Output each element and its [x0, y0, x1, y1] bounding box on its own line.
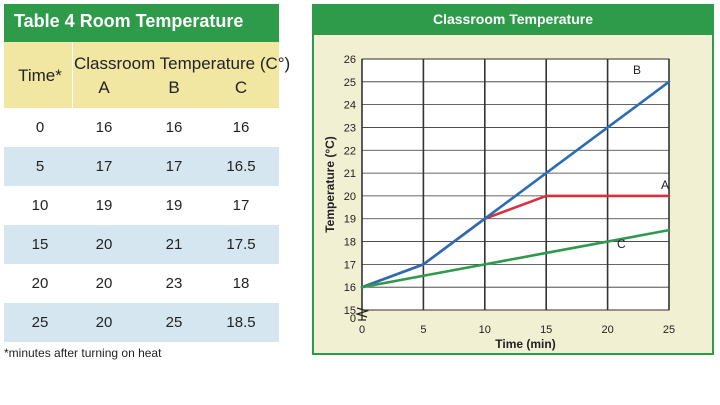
temp-a-cell: 20 [95, 314, 113, 331]
series-label-a: A [661, 178, 669, 192]
y-origin-label: 0 [350, 313, 356, 325]
temp-c-cell: 18.5 [226, 314, 256, 331]
temp-c-cell: 16.5 [226, 158, 256, 175]
y-tick-label: 17 [344, 259, 356, 271]
table-row: 25 20 25 18.5 [4, 303, 279, 342]
temp-a-cell: 17 [95, 158, 113, 175]
temp-a-cell: 16 [95, 119, 113, 136]
x-tick-label: 0 [359, 324, 365, 336]
time-cell: 0 [35, 119, 45, 136]
classroom-temperature-chart: Classroom Temperature 15 16 17 18 19 20 21 22 23… [312, 4, 714, 355]
table-footnote: *minutes after turning on heat [4, 346, 162, 360]
time-column-header: Time* [18, 66, 62, 85]
table-title: Table 4 Room Temperature [14, 11, 244, 31]
temp-b-cell: 25 [165, 314, 183, 331]
temp-b-cell: 16 [165, 119, 183, 136]
y-tick-label: 25 [344, 77, 356, 89]
x-tick-label: 20 [601, 324, 613, 336]
column-header-c: C [234, 78, 248, 97]
y-tick-label: 26 [344, 54, 356, 66]
time-cell: 5 [35, 158, 45, 175]
time-cell: 15 [31, 236, 49, 253]
classroom-temperature-header: Classroom Temperature (C°) [74, 54, 291, 73]
temp-a-cell: 20 [95, 236, 113, 253]
temp-c-cell: 16 [232, 119, 250, 136]
time-cell: 20 [31, 275, 49, 292]
y-tick-label: 18 [344, 237, 356, 249]
table-row: 20 20 23 18 [4, 264, 279, 303]
time-cell: 25 [31, 314, 49, 331]
column-header-a: A [98, 78, 110, 97]
x-tick-label: 25 [663, 324, 675, 336]
temp-b-cell: 21 [165, 236, 183, 253]
column-header-b: B [168, 78, 180, 97]
room-temperature-table: Table 4 Room Temperature Time* Classroom… [4, 4, 291, 342]
temp-a-cell: 20 [95, 275, 113, 292]
table-row: 15 20 21 17.5 [4, 225, 279, 264]
chart-title-bar: Classroom Temperature [314, 6, 712, 35]
y-axis-title: Temperature (°C) [323, 136, 337, 233]
header-divider [72, 42, 73, 108]
y-tick-label: 24 [344, 100, 356, 112]
y-tick-label: 23 [344, 122, 356, 134]
temp-c-cell: 18 [232, 275, 250, 292]
x-tick-label: 5 [420, 324, 426, 336]
x-axis-title: Time (min) [495, 337, 555, 351]
temp-c-cell: 17.5 [226, 236, 256, 253]
y-tick-label: 16 [344, 282, 356, 294]
x-tick-label: 15 [540, 324, 552, 336]
table-header: Time* Classroom Temperature (C°) A B C [4, 42, 291, 108]
series-line-b [360, 80, 671, 289]
table-title-bar: Table 4 Room Temperature [4, 4, 279, 42]
axis-break-mark [354, 307, 370, 318]
y-tick-label: 22 [344, 145, 356, 157]
line-chart: 15 16 17 18 19 20 21 22 23 24 25 26 0 5 10 15 20 25 0 Time … [323, 54, 675, 351]
y-tick-label: 19 [344, 214, 356, 226]
y-tick-label: 21 [344, 168, 356, 180]
series-label-c: C [617, 237, 626, 251]
table-row: 5 17 17 16.5 [4, 147, 279, 186]
temp-b-cell: 23 [165, 275, 183, 292]
table-row: 10 19 19 17 [4, 186, 279, 225]
temp-a-cell: 19 [95, 197, 113, 214]
series-label-b: B [633, 63, 641, 77]
temp-b-cell: 19 [165, 197, 183, 214]
table-row: 0 16 16 16 [4, 108, 279, 147]
temp-b-cell: 17 [165, 158, 183, 175]
time-cell: 10 [31, 197, 49, 214]
y-tick-label: 20 [344, 191, 356, 203]
plot-area [361, 58, 670, 311]
temp-c-cell: 17 [232, 197, 250, 214]
x-tick-label: 10 [479, 324, 491, 336]
series-line-c [360, 228, 671, 289]
chart-title: Classroom Temperature [432, 11, 593, 27]
y-tick-label: 15 [344, 305, 356, 317]
